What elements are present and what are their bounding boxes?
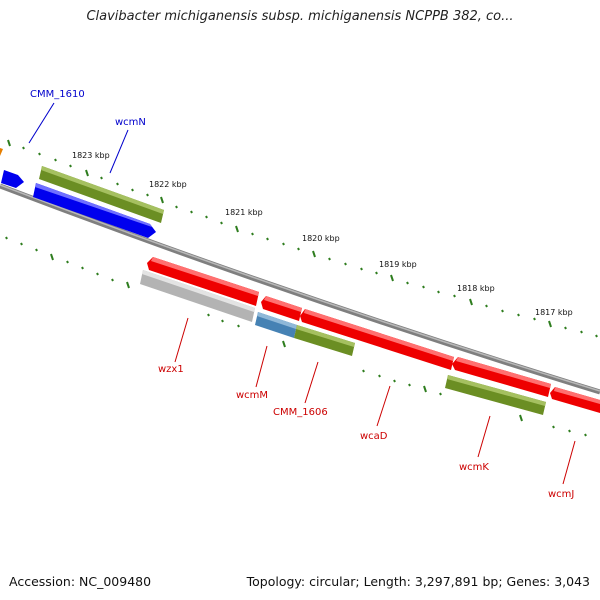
feature-wcmJ[interactable] <box>550 387 600 413</box>
genome-backbone <box>0 183 600 395</box>
reverse-leader-lines <box>174 317 576 485</box>
feature-red-2-highlight <box>264 296 302 312</box>
gene-label-cmm-1610[interactable]: CMM_1610 <box>30 89 85 100</box>
tick-label-1818: 1818 kbp <box>457 284 495 293</box>
feature-red-4-highlight <box>456 357 551 388</box>
gene-label-wcmM[interactable]: wcmM <box>236 390 268 401</box>
genome-summary-text: Topology: circular; Length: 3,297,891 bp… <box>246 574 590 589</box>
feature-wcaD[interactable] <box>300 309 454 370</box>
gene-label-wcmJ[interactable]: wcmJ <box>548 489 574 500</box>
map-title: Clavibacter michiganensis subsp. michiga… <box>86 9 514 24</box>
tick-label-1819: 1819 kbp <box>379 260 417 269</box>
feature-wcmN-highlight <box>35 183 152 227</box>
gene-label-cmm-1606[interactable]: CMM_1606 <box>273 407 328 418</box>
gene-label-wcmN[interactable]: wcmN <box>115 117 146 128</box>
feature-red-1-highlight <box>151 257 259 296</box>
feature-green-upper-highlight <box>41 166 164 214</box>
tick-label-1823: 1823 kbp <box>72 151 110 160</box>
upper-tick-row <box>7 139 598 338</box>
feature-wzx1-highlight <box>142 270 255 312</box>
feature-wcaD-highlight <box>304 309 454 361</box>
feature-red-1[interactable] <box>147 257 259 306</box>
gene-label-wzx1[interactable]: wzx1 <box>158 364 184 375</box>
feature-cmm-1606-highlight <box>296 325 355 347</box>
feature-red-4[interactable] <box>452 357 551 397</box>
tick-label-1821: 1821 kbp <box>225 208 263 217</box>
accession-text: Accession: NC_009480 <box>9 574 152 589</box>
forward-leader-lines <box>28 102 129 174</box>
feature-wcmJ-highlight <box>554 387 600 404</box>
feature-blue-small[interactable] <box>1 170 24 188</box>
tick-label-1822: 1822 kbp <box>149 180 187 189</box>
tick-label-1817: 1817 kbp <box>535 308 573 317</box>
genome-backbone-highlight <box>0 184 600 392</box>
feature-wcmK-highlight <box>447 375 546 406</box>
lower-tick-row <box>5 236 587 437</box>
feature-cmm-1610[interactable] <box>0 148 3 156</box>
tick-label-1820: 1820 kbp <box>302 234 340 243</box>
gene-label-wcaD[interactable]: wcaD <box>360 431 388 442</box>
gene-label-wcmK[interactable]: wcmK <box>459 462 489 473</box>
feature-wcmM-highlight <box>257 312 297 329</box>
